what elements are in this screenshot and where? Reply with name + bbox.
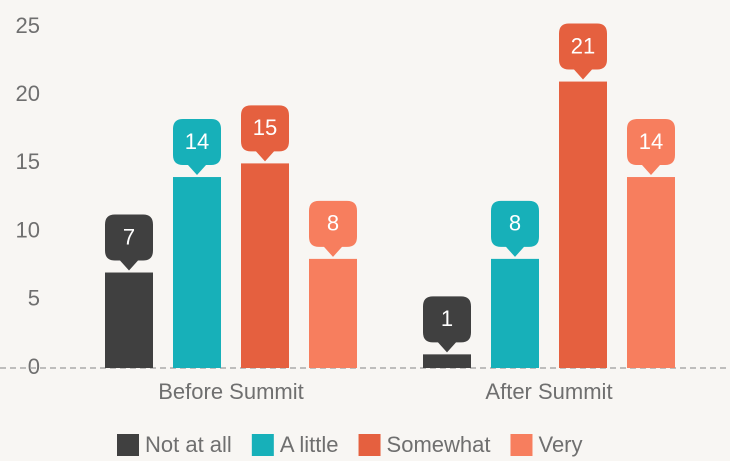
callout [559,23,607,80]
callout [491,200,539,257]
x-tick-label: Before Summit [158,379,304,404]
legend-label: Somewhat [387,432,491,457]
legend-swatch [251,434,274,456]
bar [627,177,675,368]
legend-label: Not at all [145,432,232,457]
bar [173,177,221,368]
data-label: 14 [639,129,663,154]
data-label: 8 [509,211,521,236]
data-label: 14 [185,129,209,154]
callout [423,296,471,353]
data-label: 7 [123,224,135,249]
callout [627,119,675,176]
legend-swatch [117,434,139,456]
callout [241,105,289,162]
bar [105,272,153,368]
y-tick-label: 0 [28,354,40,379]
legend-swatch [358,434,381,456]
x-tick-label: After Summit [485,379,612,404]
y-tick-label: 10 [16,217,40,242]
callout [173,119,221,176]
bar [241,163,289,368]
bar [309,258,357,368]
data-label: 8 [327,211,339,236]
callout [309,200,357,257]
legend-swatch [510,434,533,456]
callout [105,214,153,271]
data-label: 1 [441,306,453,331]
y-tick-label: 5 [28,286,40,311]
bar [423,354,471,368]
y-tick-label: 25 [16,13,40,38]
legend-label: Very [538,432,582,457]
data-label: 15 [253,115,277,140]
legend-label: A little [280,432,339,457]
y-tick-label: 15 [16,149,40,174]
bar [559,81,607,368]
data-label: 21 [571,33,595,58]
bar [491,258,539,368]
y-tick-label: 20 [16,81,40,106]
